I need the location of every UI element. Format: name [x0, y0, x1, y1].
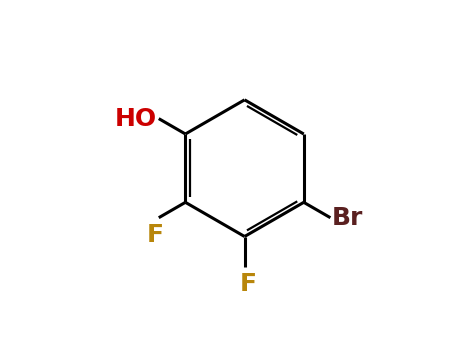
Text: F: F	[147, 223, 164, 247]
Text: F: F	[239, 272, 257, 296]
Text: HO: HO	[115, 107, 157, 131]
Text: Br: Br	[332, 206, 364, 230]
